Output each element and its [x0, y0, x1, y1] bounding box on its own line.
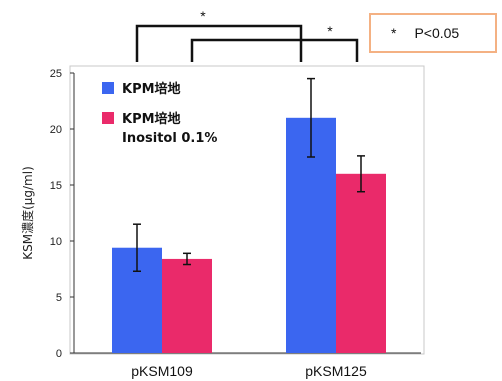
bars-group: [112, 117, 386, 353]
error-bars-group: [133, 77, 365, 272]
bar-inositol-pksm109: [162, 258, 212, 353]
y-axis-label: KSM濃度(μg/ml): [20, 166, 35, 260]
pvalue-star: *: [391, 25, 397, 41]
significance-mark-1: *: [200, 8, 206, 24]
plot-frame: [69, 65, 425, 355]
y-tick-label: 0: [56, 348, 62, 360]
legend-label-inositol: KPM培地 Inositol 0.1%: [122, 111, 217, 146]
category-label: pKSM125: [305, 363, 367, 379]
significance-mark-2: *: [327, 23, 333, 39]
legend-swatch-kpm: [102, 82, 114, 94]
y-tick-label: 5: [56, 292, 62, 304]
bar-inositol-pksm125: [336, 173, 386, 353]
bracket-kpm: [135, 24, 303, 62]
significance-brackets: [135, 24, 359, 62]
pvalue-text: P<0.05: [414, 25, 460, 41]
legend: KPM培地 KPM培地 Inositol 0.1%: [102, 81, 217, 146]
y-ticks: 0 5 10 15 20 25: [50, 68, 74, 360]
y-tick-label: 25: [50, 68, 62, 80]
y-tick-label: 20: [50, 124, 62, 136]
pvalue-legend-box: * P<0.05: [369, 13, 497, 53]
category-labels: pKSM109 pKSM125: [131, 363, 367, 379]
y-tick-label: 15: [50, 180, 62, 192]
bracket-inositol: [190, 38, 359, 62]
category-label: pKSM109: [131, 363, 193, 379]
legend-label-kpm: KPM培地: [122, 81, 181, 97]
y-tick-label: 10: [50, 236, 62, 248]
legend-swatch-inositol: [102, 112, 114, 124]
